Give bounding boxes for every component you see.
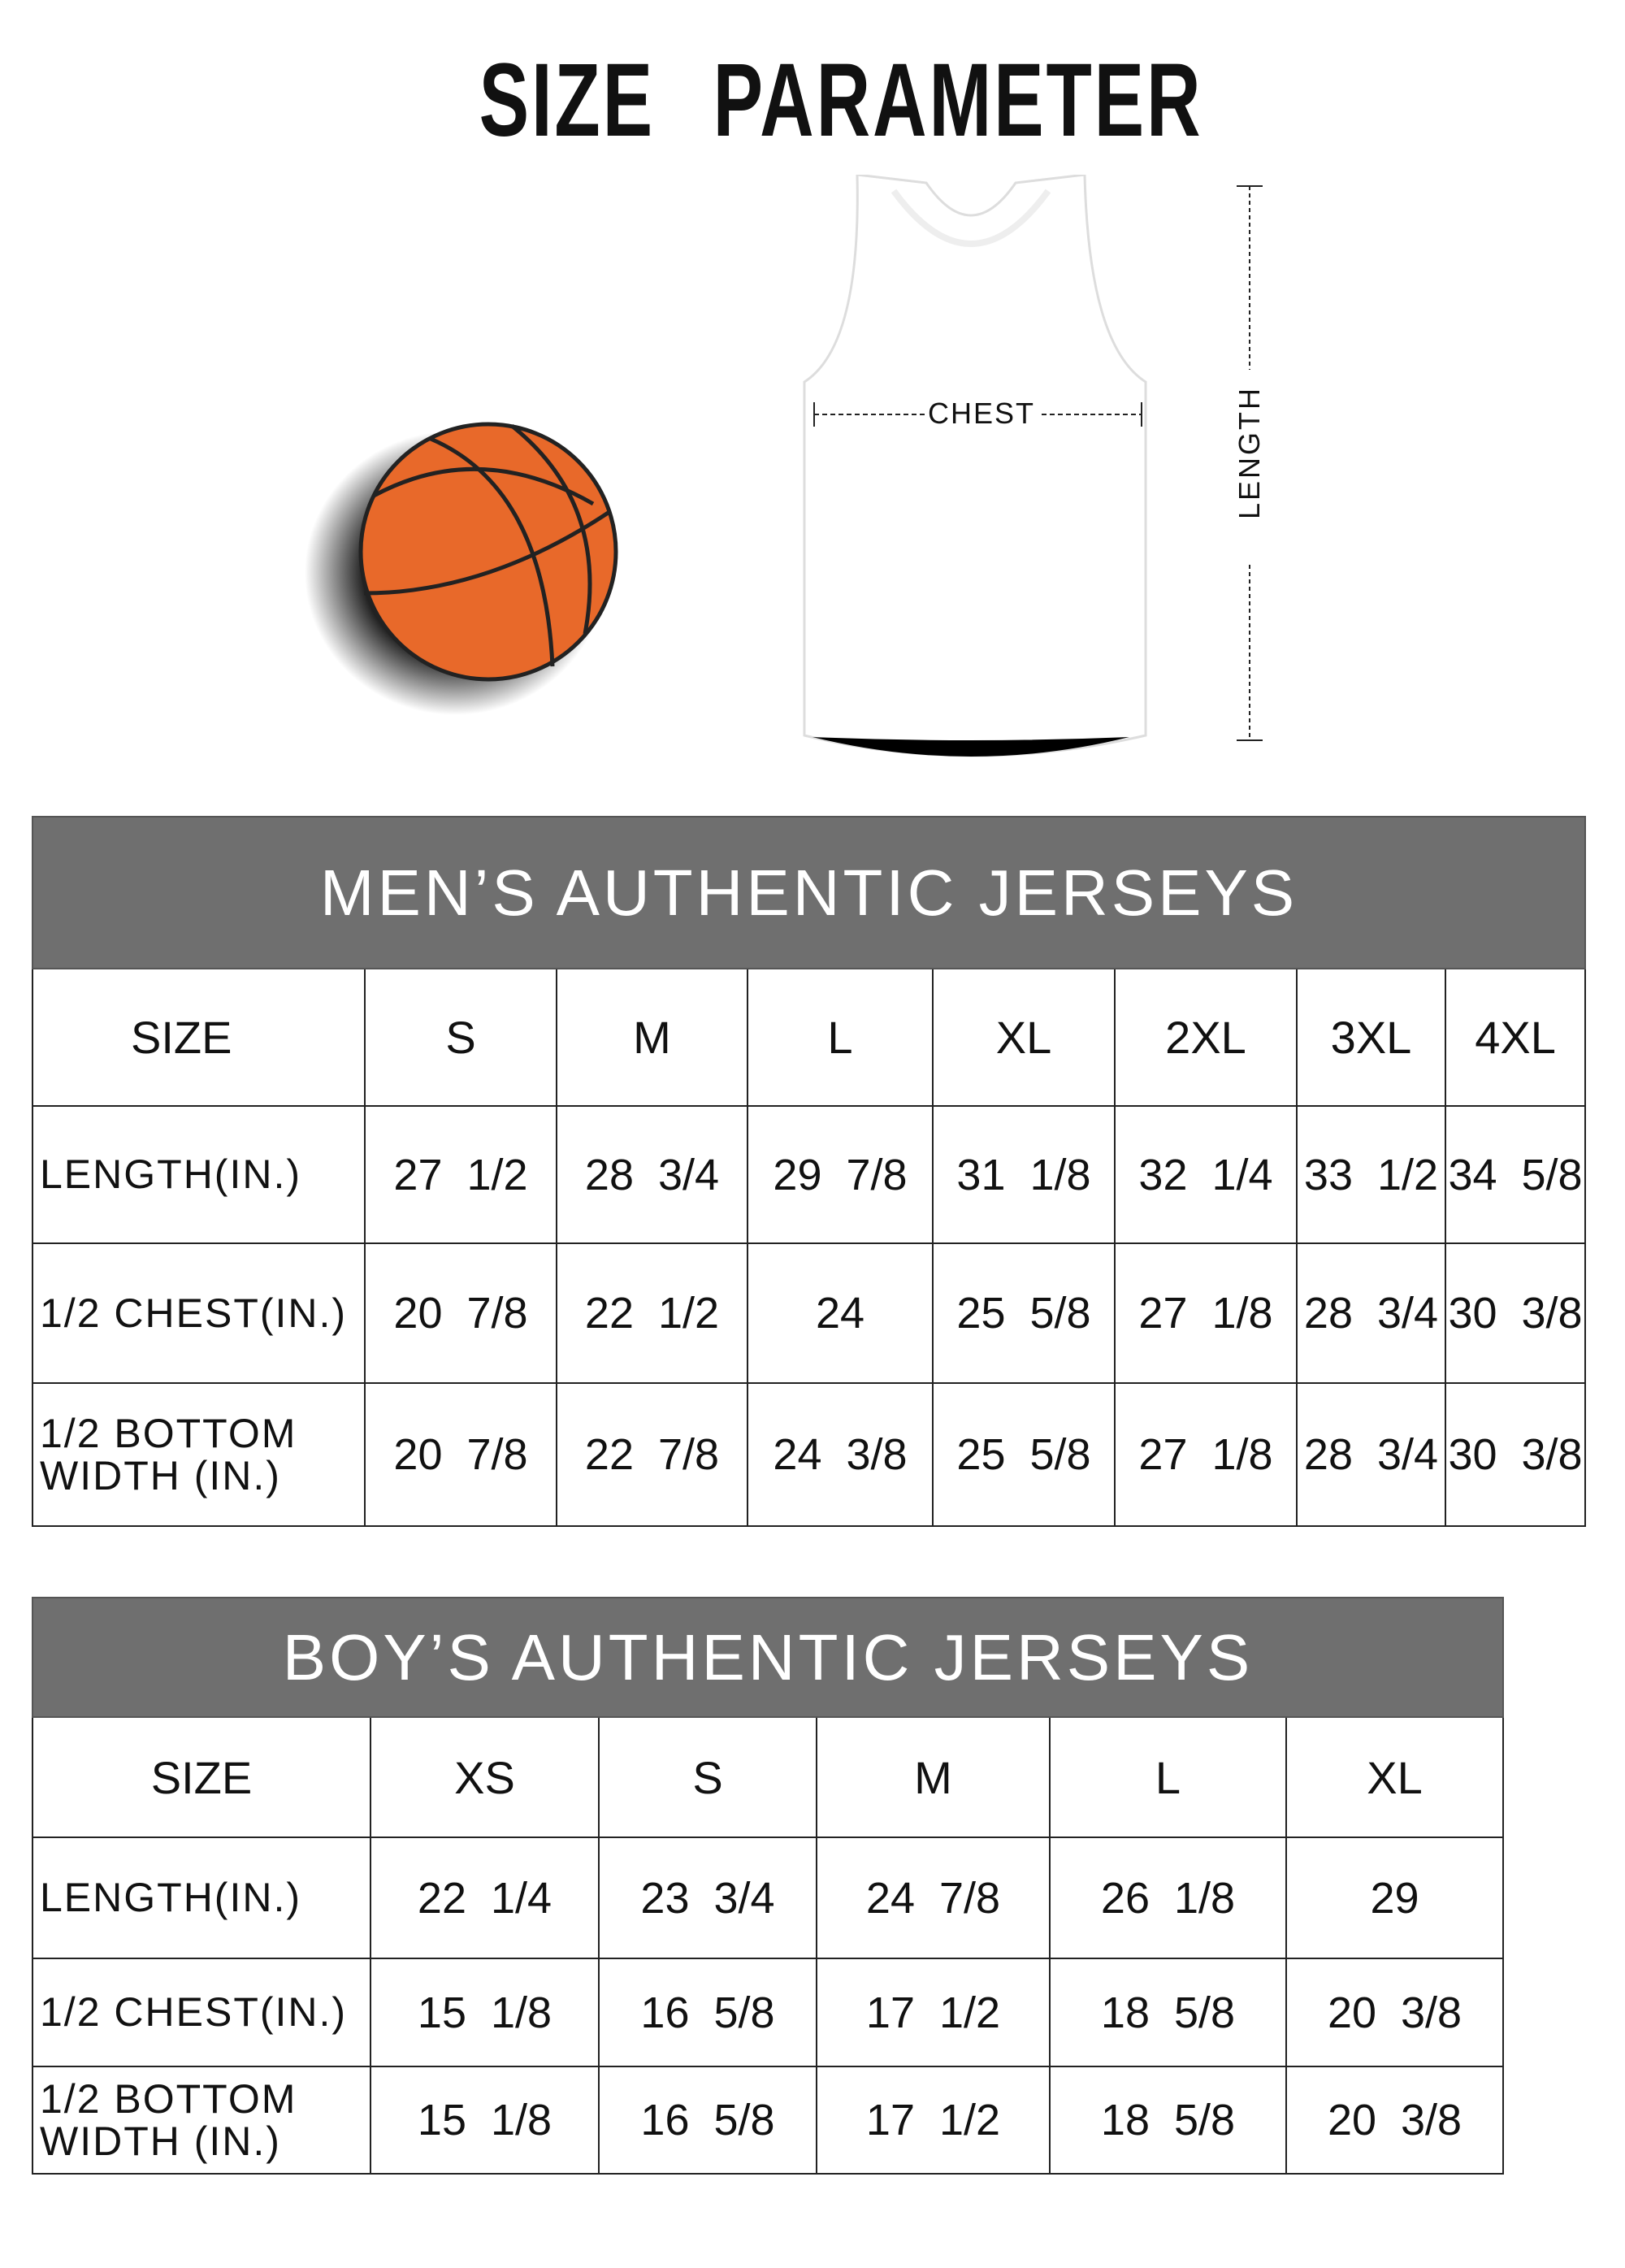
table-cell: 24 — [747, 1242, 934, 1384]
size-column-header: 3XL — [1296, 968, 1446, 1107]
chest-label: CHEST — [925, 397, 1039, 431]
table-cell: 29 7/8 — [747, 1105, 934, 1244]
table-cell: 25 5/8 — [932, 1382, 1116, 1527]
size-column-header: 2XL — [1114, 968, 1298, 1107]
table-cell: 27 1/8 — [1114, 1382, 1298, 1527]
row-label: 1/2 BOTTOM WIDTH (IN.) — [32, 2066, 371, 2175]
size-header: SIZE — [32, 968, 366, 1107]
table-cell: 20 7/8 — [364, 1382, 557, 1527]
table-header-row: SIZE S M L XL 2XL 3XL 4XL — [32, 968, 1587, 1107]
boys-size-table: BOY’S AUTHENTIC JERSEYS SIZE XS S M L XL LEN… — [31, 1597, 1505, 2175]
table-row: 1/2 CHEST(IN.) 15 1/8 16 5/8 17 1/2 18 5/8 20… — [32, 1958, 1505, 2067]
table-row: 1/2 BOTTOM WIDTH (IN.) 20 7/8 22 7/8 24 3/8… — [32, 1382, 1587, 1527]
table-cell: 32 1/4 — [1114, 1105, 1298, 1244]
size-column-header: M — [556, 968, 748, 1107]
table-cell: 28 3/4 — [1296, 1242, 1446, 1384]
row-label: LENGTH(IN.) — [32, 1105, 366, 1244]
page-title: SIZE PARAMETER — [479, 42, 1203, 158]
size-column-header: 4XL — [1444, 968, 1587, 1107]
table-cell: 28 3/4 — [1296, 1382, 1446, 1527]
jersey-image — [803, 175, 1147, 757]
table-cell: 16 5/8 — [598, 1958, 817, 2067]
row-label: 1/2 CHEST(IN.) — [32, 1958, 371, 2067]
table-cell: 17 1/2 — [816, 2066, 1051, 2175]
mens-table-heading: MEN’S AUTHENTIC JERSEYS — [31, 816, 1587, 969]
table-cell: 24 7/8 — [816, 1837, 1051, 1959]
table-cell: 20 7/8 — [364, 1242, 557, 1384]
size-column-header: XL — [932, 968, 1116, 1107]
table-cell: 25 5/8 — [932, 1242, 1116, 1384]
table-cell: 28 3/4 — [556, 1105, 748, 1244]
table-cell: 18 5/8 — [1049, 1958, 1287, 2067]
size-column-header: L — [747, 968, 934, 1107]
table-cell: 27 1/8 — [1114, 1242, 1298, 1384]
boys-table-heading: BOY’S AUTHENTIC JERSEYS — [31, 1597, 1505, 1718]
table-cell: 18 5/8 — [1049, 2066, 1287, 2175]
size-column-header: S — [598, 1716, 817, 1838]
table-row: LENGTH(IN.) 27 1/2 28 3/4 29 7/8 31 1/8 32 1/… — [32, 1105, 1587, 1244]
table-cell: 29 — [1285, 1837, 1505, 1959]
table-row: 1/2 BOTTOM WIDTH (IN.) 15 1/8 16 5/8 17 1/2… — [32, 2066, 1505, 2175]
table-cell: 31 1/8 — [932, 1105, 1116, 1244]
table-cell: 26 1/8 — [1049, 1837, 1287, 1959]
table-cell: 20 3/8 — [1285, 1958, 1505, 2067]
size-column-header: L — [1049, 1716, 1287, 1838]
table-cell: 22 1/2 — [556, 1242, 748, 1384]
table-cell: 33 1/2 — [1296, 1105, 1446, 1244]
table-cell: 22 1/4 — [370, 1837, 600, 1959]
size-column-header: S — [364, 968, 557, 1107]
table-cell: 34 5/8 — [1444, 1105, 1587, 1244]
size-column-header: M — [816, 1716, 1051, 1838]
size-header: SIZE — [32, 1716, 371, 1838]
table-cell: 30 3/8 — [1444, 1242, 1587, 1384]
table-cell: 23 3/4 — [598, 1837, 817, 1959]
mens-size-table: MEN’S AUTHENTIC JERSEYS SIZE S M L XL 2XL 3XL… — [31, 816, 1587, 1527]
row-label: 1/2 BOTTOM WIDTH (IN.) — [32, 1382, 366, 1527]
table-cell: 22 7/8 — [556, 1382, 748, 1527]
row-label: 1/2 CHEST(IN.) — [32, 1242, 366, 1384]
table-row: 1/2 CHEST(IN.) 20 7/8 22 1/2 24 25 5/8 27 1/8… — [32, 1242, 1587, 1384]
table-cell: 20 3/8 — [1285, 2066, 1505, 2175]
table-cell: 27 1/2 — [364, 1105, 557, 1244]
table-cell: 17 1/2 — [816, 1958, 1051, 2067]
table-cell: 15 1/8 — [370, 1958, 600, 2067]
row-label: LENGTH(IN.) — [32, 1837, 371, 1959]
table-cell: 30 3/8 — [1444, 1382, 1587, 1527]
table-cell: 15 1/8 — [370, 2066, 600, 2175]
table-cell: 24 3/8 — [747, 1382, 934, 1527]
table-cell: 16 5/8 — [598, 2066, 817, 2175]
table-header-row: SIZE XS S M L XL — [32, 1716, 1505, 1838]
size-column-header: XS — [370, 1716, 600, 1838]
length-measure-line — [1237, 185, 1263, 741]
basketball-icon — [305, 422, 618, 715]
length-label: LENGTH — [1233, 385, 1266, 519]
size-column-header: XL — [1285, 1716, 1505, 1838]
table-row: LENGTH(IN.) 22 1/4 23 3/4 24 7/8 26 1/8 29 — [32, 1837, 1505, 1959]
